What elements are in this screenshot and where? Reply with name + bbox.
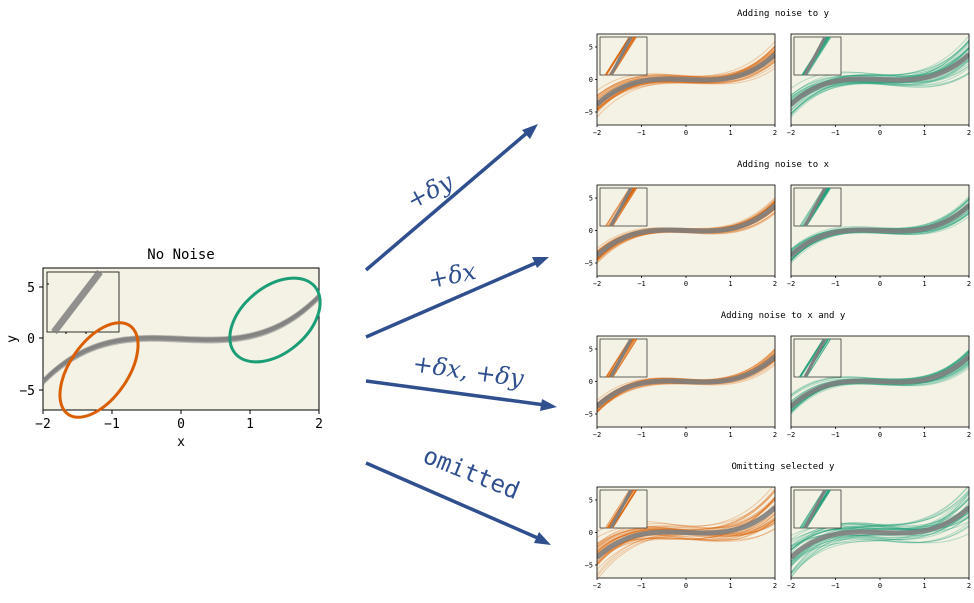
grid-y-tick-label: 0 (589, 378, 593, 386)
grid-y-tick-label: 0 (589, 529, 593, 537)
grid-row-title: Adding noise to x (737, 160, 830, 170)
grid-inset (600, 339, 647, 377)
grid-x-tick-label: −2 (787, 280, 795, 288)
grid-x-tick-label: −1 (637, 431, 645, 439)
main-y-tick-label: 5 (27, 281, 35, 296)
grid-inset (600, 188, 647, 226)
arrow-label-omitted: omitted (419, 441, 523, 505)
grid-panel: −2 −1 0 1 2 (787, 34, 971, 137)
main-title: No Noise (147, 247, 214, 263)
comparison-grid: Adding noise to y −2 −1 0 1 2 5 0 −5 −2 −1 0 1 2 Addin… (585, 9, 972, 590)
grid-inset (794, 188, 841, 226)
grid-x-tick-label: 2 (773, 582, 777, 590)
grid-row-title: Adding noise to x and y (721, 311, 846, 321)
grid-x-tick-label: −2 (593, 280, 601, 288)
arrow-omitted: omitted (366, 441, 551, 545)
grid-inset (794, 37, 841, 75)
grid-y-tick-label: 0 (589, 76, 593, 84)
grid-panel: −2 −1 0 1 2 5 0 −5 (585, 34, 778, 137)
main-y-axis: 5 0 −5 y (5, 281, 43, 399)
grid-x-tick-label: 0 (878, 582, 882, 590)
grid-x-tick-label: −2 (593, 431, 601, 439)
main-plot: No Noise −2 −1 0 1 2 x (5, 247, 336, 450)
arrow-add-noise-xy: +δx, +δy (366, 349, 557, 411)
main-x-tick-label: −2 (35, 417, 51, 432)
grid-panel: −2 −1 0 1 2 5 0 −5 (585, 185, 778, 288)
main-x-tick-label: 1 (246, 417, 254, 432)
grid-row-title: Omitting selected y (732, 462, 836, 472)
grid-panel: −2 −1 0 1 2 (787, 336, 971, 439)
main-x-tick-label: −1 (104, 417, 120, 432)
grid-x-tick-label: 1 (922, 280, 926, 288)
grid-panel: −2 −1 0 1 2 (787, 185, 971, 288)
arrow-add-noise-y: +δy (366, 124, 538, 270)
grid-panel: −2 −1 0 1 2 (787, 485, 971, 590)
main-x-tick-label: 0 (177, 417, 185, 432)
grid-y-tick-label: −5 (585, 411, 593, 419)
grid-x-tick-label: 1 (728, 280, 732, 288)
arrows: +δy +δx +δx, +δy omitted (366, 124, 557, 545)
grid-x-tick-label: 2 (967, 280, 971, 288)
grid-x-tick-label: −2 (787, 582, 795, 590)
grid-x-tick-label: −2 (593, 582, 601, 590)
grid-x-tick-label: −1 (831, 582, 839, 590)
main-x-tick-label: 2 (315, 417, 323, 432)
grid-y-tick-label: −5 (585, 260, 593, 268)
main-y-tick-label: 0 (27, 332, 35, 347)
grid-x-tick-label: 2 (773, 431, 777, 439)
grid-inset (794, 490, 841, 528)
grid-x-tick-label: 0 (684, 431, 688, 439)
arrow-add-noise-x: +δx (366, 257, 549, 337)
grid-x-tick-label: 2 (773, 280, 777, 288)
grid-x-tick-label: 0 (684, 280, 688, 288)
grid-y-tick-label: −5 (585, 109, 593, 117)
grid-x-tick-label: −1 (637, 582, 645, 590)
grid-x-tick-label: 0 (878, 280, 882, 288)
grid-row-title: Adding noise to y (737, 9, 830, 19)
grid-x-tick-label: 0 (684, 129, 688, 137)
grid-x-tick-label: −1 (831, 280, 839, 288)
grid-x-tick-label: −1 (831, 129, 839, 137)
grid-x-tick-label: 2 (967, 431, 971, 439)
grid-y-tick-label: 5 (589, 195, 593, 203)
grid-inset (794, 339, 841, 377)
arrow-label-add-noise-x: +δx (426, 257, 479, 294)
grid-y-tick-label: 0 (589, 227, 593, 235)
grid-x-tick-label: 1 (922, 431, 926, 439)
grid-x-tick-label: −1 (637, 280, 645, 288)
main-y-tick-label: −5 (19, 384, 35, 399)
arrow-label-add-noise-y: +δy (402, 167, 458, 215)
grid-x-tick-label: 1 (728, 129, 732, 137)
grid-x-tick-label: 0 (684, 582, 688, 590)
arrow-label-add-noise-xy: +δx, +δy (411, 349, 526, 392)
grid-x-tick-label: −2 (787, 129, 795, 137)
grid-panel: −2 −1 0 1 2 5 0 −5 (585, 336, 778, 439)
grid-x-tick-label: −1 (831, 431, 839, 439)
grid-x-tick-label: 0 (878, 431, 882, 439)
grid-x-tick-label: 2 (773, 129, 777, 137)
grid-panel: −2 −1 0 1 2 5 0 −5 (585, 484, 778, 590)
grid-x-tick-label: 1 (922, 582, 926, 590)
grid-inset (600, 37, 647, 75)
main-x-axis-label: x (177, 435, 185, 450)
grid-x-tick-label: 1 (922, 129, 926, 137)
grid-x-tick-label: −1 (637, 129, 645, 137)
grid-x-tick-label: 2 (967, 582, 971, 590)
grid-y-tick-label: 5 (589, 346, 593, 354)
grid-x-tick-label: −2 (787, 431, 795, 439)
grid-y-tick-label: 5 (589, 497, 593, 505)
grid-x-tick-label: 1 (728, 582, 732, 590)
grid-y-tick-label: −5 (585, 562, 593, 570)
grid-x-tick-label: 1 (728, 431, 732, 439)
grid-x-tick-label: 2 (967, 129, 971, 137)
grid-x-tick-label: 0 (878, 129, 882, 137)
grid-x-tick-label: −2 (593, 129, 601, 137)
grid-inset (600, 490, 647, 528)
main-y-axis-label: y (5, 335, 20, 343)
grid-y-tick-label: 5 (589, 44, 593, 52)
